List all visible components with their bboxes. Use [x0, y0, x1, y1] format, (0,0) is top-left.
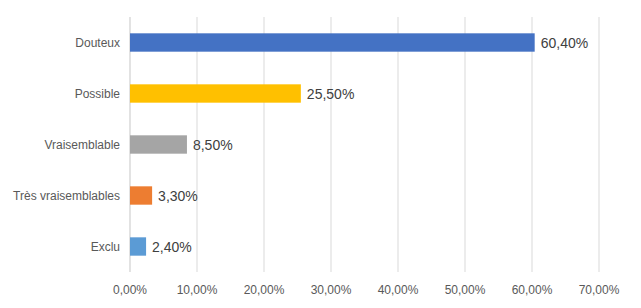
grid-line — [331, 17, 332, 272]
bar — [130, 84, 301, 102]
category-label: Très vraisemblables — [13, 189, 120, 203]
tick-label: 10,00% — [177, 283, 218, 297]
category-label: Vraisemblable — [44, 138, 120, 152]
tick-label: 0,00% — [113, 283, 147, 297]
grid-line — [398, 17, 399, 272]
tick-label: 70,00% — [579, 283, 620, 297]
bar — [130, 186, 152, 204]
bar — [130, 237, 146, 255]
bar — [130, 135, 187, 153]
data-label: 3,30% — [158, 188, 198, 204]
grid — [130, 17, 599, 272]
bars — [130, 33, 535, 255]
labels: Douteux 60,40% Possible 25,50% Vraisemblable… — [13, 35, 588, 255]
grid-line — [532, 17, 533, 272]
category-label: Exclu — [91, 240, 120, 254]
grid-line — [264, 17, 265, 272]
chart-container: 0,00% 10,00% 20,00% 30,00% 40,00% 50,00% 60,00… — [0, 0, 641, 308]
data-label: 60,40% — [541, 35, 588, 51]
chart-svg: 0,00% 10,00% 20,00% 30,00% 40,00% 50,00% 60,00… — [0, 0, 641, 308]
data-label: 8,50% — [193, 137, 233, 153]
grid-line — [465, 17, 466, 272]
tick-label: 50,00% — [445, 283, 486, 297]
data-label: 2,40% — [152, 239, 192, 255]
tick-label: 20,00% — [244, 283, 285, 297]
tick-label: 30,00% — [311, 283, 352, 297]
bar — [130, 33, 535, 51]
grid-line — [599, 17, 600, 272]
tick-label: 60,00% — [512, 283, 553, 297]
data-label: 25,50% — [307, 86, 354, 102]
category-label: Possible — [75, 87, 121, 101]
tick-label: 40,00% — [378, 283, 419, 297]
category-label: Douteux — [75, 36, 120, 50]
